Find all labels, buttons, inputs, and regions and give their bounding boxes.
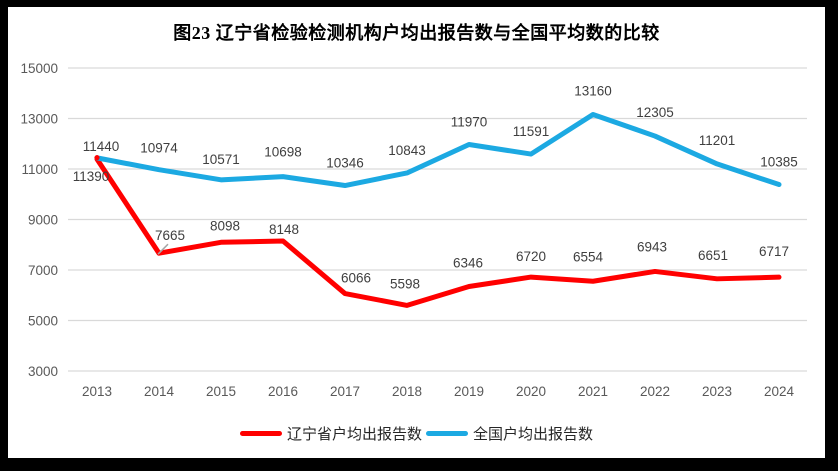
data-label: 10974	[140, 141, 178, 156]
data-label: 7665	[155, 228, 185, 243]
data-label: 6346	[453, 256, 483, 271]
x-axis-tick-label: 2021	[578, 384, 608, 399]
data-label: 11440	[83, 139, 120, 154]
chart-title: 图23 辽宁省检验检测机构户均出报告数与全国平均数的比较	[173, 23, 660, 43]
data-label: 6717	[759, 244, 789, 259]
data-label: 6554	[573, 249, 604, 264]
data-label: 6943	[637, 239, 667, 254]
legend-label-national: 全国户均出报告数	[473, 426, 594, 443]
x-axis-tick-label: 2020	[516, 384, 546, 399]
y-axis-tick-label: 9000	[28, 213, 58, 228]
legend-swatch-liaoning-line	[239, 431, 282, 436]
data-label: 10385	[760, 155, 798, 170]
y-axis-tick-label: 7000	[28, 263, 58, 278]
data-label: 11591	[513, 124, 550, 139]
y-axis-tick-label: 11000	[21, 162, 58, 177]
y-axis-tick-label: 5000	[28, 314, 58, 329]
x-axis-tick-label: 2017	[330, 384, 360, 399]
data-label: 5598	[390, 276, 420, 291]
data-label: 13160	[574, 83, 612, 98]
y-axis-tick-label: 13000	[20, 112, 58, 127]
data-label: 11970	[451, 115, 488, 130]
x-axis-tick-label: 2018	[392, 384, 422, 399]
series-start-marker	[94, 155, 100, 161]
data-label: 6066	[341, 271, 371, 286]
data-label: 10346	[326, 156, 364, 171]
x-axis-tick-label: 2019	[454, 384, 484, 399]
data-label: 10698	[264, 145, 302, 160]
data-label: 6651	[698, 248, 728, 263]
x-axis-tick-label: 2024	[764, 384, 795, 399]
series-line-liaoning	[94, 156, 782, 308]
x-axis-tick-label: 2015	[206, 384, 236, 399]
chart-legend: 辽宁省户均出报告数 全国户均出报告数	[8, 423, 825, 444]
x-axis-tick-label: 2023	[702, 384, 732, 399]
data-label: 11201	[699, 133, 736, 148]
x-axis-tick-label: 2014	[144, 384, 175, 399]
legend-swatch-national-line	[426, 431, 468, 436]
data-label: 11390	[73, 169, 110, 184]
data-label: 6720	[516, 249, 546, 264]
data-label: 8098	[210, 218, 240, 233]
data-label: 10843	[388, 143, 426, 158]
y-axis-tick-label: 3000	[28, 364, 58, 379]
x-axis-tick-label: 2016	[268, 384, 298, 399]
legend-item-liaoning: 辽宁省户均出报告数	[239, 423, 422, 444]
series-line-national	[94, 111, 782, 189]
data-label: 12305	[636, 105, 674, 120]
x-axis-tick-label: 2022	[640, 384, 670, 399]
chart-panel: 图23 辽宁省检验检测机构户均出报告数与全国平均数的比较 3000 5000 700…	[8, 7, 825, 458]
legend-item-national: 全国户均出报告数	[426, 423, 593, 444]
line-chart: 3000 5000 7000 9000 11000 13000 15000 2013 2014 2…	[20, 61, 807, 399]
y-axis-tick-label: 15000	[20, 61, 58, 76]
x-axis-tick-label: 2013	[82, 384, 112, 399]
legend-label-liaoning: 辽宁省户均出报告数	[286, 426, 422, 443]
data-label: 8148	[269, 222, 299, 237]
data-label: 10571	[202, 152, 240, 167]
label-leader-line	[157, 243, 169, 255]
